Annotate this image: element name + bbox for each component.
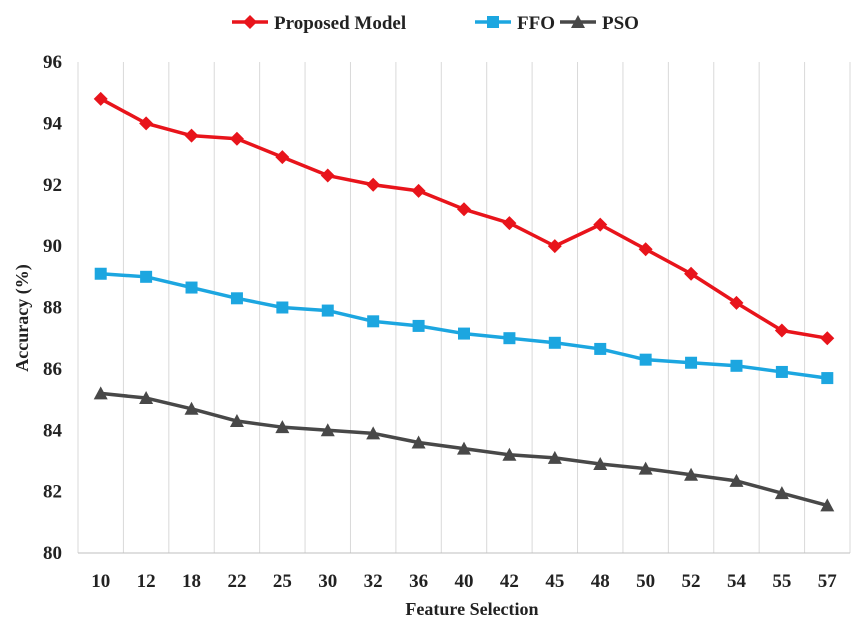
data-point-ffo [185,281,198,294]
data-point-ffo [458,327,470,340]
data-point-pso [729,473,744,487]
data-point-pso [638,461,653,475]
y-tick-label: 94 [43,113,63,134]
data-point-ffo [412,319,425,332]
data-point-ffo [230,292,243,305]
legend-item-proposed-model: Proposed Model [232,13,406,34]
y-tick-label: 82 [43,482,62,503]
y-tick-label: 92 [43,175,62,196]
data-point-pso [820,498,835,512]
data-point-proposed-model [502,216,517,231]
data-point-ffo [503,332,516,345]
y-tick-label: 88 [43,298,62,319]
legend-marker-proposed-model [243,15,257,29]
y-tick-label: 86 [43,359,62,380]
x-tick-label: 30 [318,571,337,592]
data-point-pso [275,420,290,434]
legend-label-pso: PSO [602,13,639,34]
data-point-pso [411,435,426,449]
data-point-ffo [821,372,834,385]
data-point-ffo [94,267,107,280]
x-tick-label: 52 [682,571,701,592]
x-tick-label: 12 [137,571,156,592]
data-point-pso [93,386,108,400]
series-pso [93,386,835,512]
data-point-pso [139,391,154,405]
data-point-proposed-model [366,177,381,192]
data-point-pso [774,486,789,500]
x-tick-label: 55 [772,571,791,592]
series-line-proposed-model [99,97,828,340]
data-point-ffo [685,356,698,369]
x-tick-label: 36 [409,571,428,592]
data-point-pso [502,447,517,461]
data-point-proposed-model [638,242,653,257]
data-point-ffo [775,365,788,378]
data-point-proposed-model [684,266,699,281]
x-tick-label: 54 [727,571,747,592]
data-point-pso [457,441,471,455]
x-tick-label: 45 [545,571,564,592]
data-point-pso [184,401,199,415]
data-point-ffo [548,336,561,349]
x-tick-label: 10 [91,571,110,592]
data-point-proposed-model [229,131,244,146]
data-point-pso [229,414,244,428]
data-point-proposed-model [139,116,154,131]
data-point-ffo [321,304,334,317]
legend-marker-pso [571,15,585,28]
data-point-proposed-model [774,323,789,338]
data-point-ffo [594,342,607,355]
data-point-pso [320,423,335,437]
data-point-proposed-model [411,183,426,198]
x-tick-label: 32 [364,571,383,592]
legend-item-ffo: FFO [475,13,555,34]
legend-label-ffo: FFO [517,13,555,34]
series-proposed-model [93,91,835,346]
data-point-pso [366,426,381,440]
data-point-ffo [140,270,153,283]
data-point-proposed-model [184,128,199,143]
data-point-pso [547,450,562,464]
x-tick-label: 25 [273,571,292,592]
data-point-ffo [276,301,289,314]
data-point-proposed-model [729,295,744,310]
series-layer [93,91,835,512]
x-tick-label: 42 [500,571,519,592]
x-tick-label: 57 [818,571,838,592]
legend: Proposed Model FFO PSO [232,13,639,34]
y-axis-label: Accuracy (%) [12,264,33,371]
axes: 80 82 84 86 88 90 92 94 96 10 12 18 22 25 30 32 36 40 42 45… [43,52,850,592]
x-tick-label: 40 [455,571,474,592]
y-tick-label: 84 [43,420,63,441]
x-axis-label: Feature Selection [405,599,538,619]
y-tick-label: 80 [43,543,62,564]
data-point-ffo [367,315,380,328]
legend-label-proposed-model: Proposed Model [274,13,406,34]
y-tick-label: 96 [43,52,62,73]
data-point-proposed-model [93,91,108,106]
data-point-proposed-model [320,168,335,183]
data-point-proposed-model [593,217,608,232]
series-ffo [94,267,834,385]
data-point-pso [593,457,608,471]
data-point-proposed-model [275,150,290,165]
x-tick-label: 22 [227,571,246,592]
data-point-pso [684,467,699,481]
legend-item-pso: PSO [560,13,639,34]
legend-marker-ffo [487,16,499,28]
x-tick-label: 18 [182,571,201,592]
x-tick-label: 48 [591,571,610,592]
data-point-ffo [730,359,743,372]
data-point-ffo [639,353,652,366]
y-tick-label: 90 [43,236,62,257]
x-tick-label: 50 [636,571,655,592]
data-point-proposed-model [820,331,835,346]
data-point-proposed-model [547,239,562,254]
data-point-proposed-model [457,202,471,217]
